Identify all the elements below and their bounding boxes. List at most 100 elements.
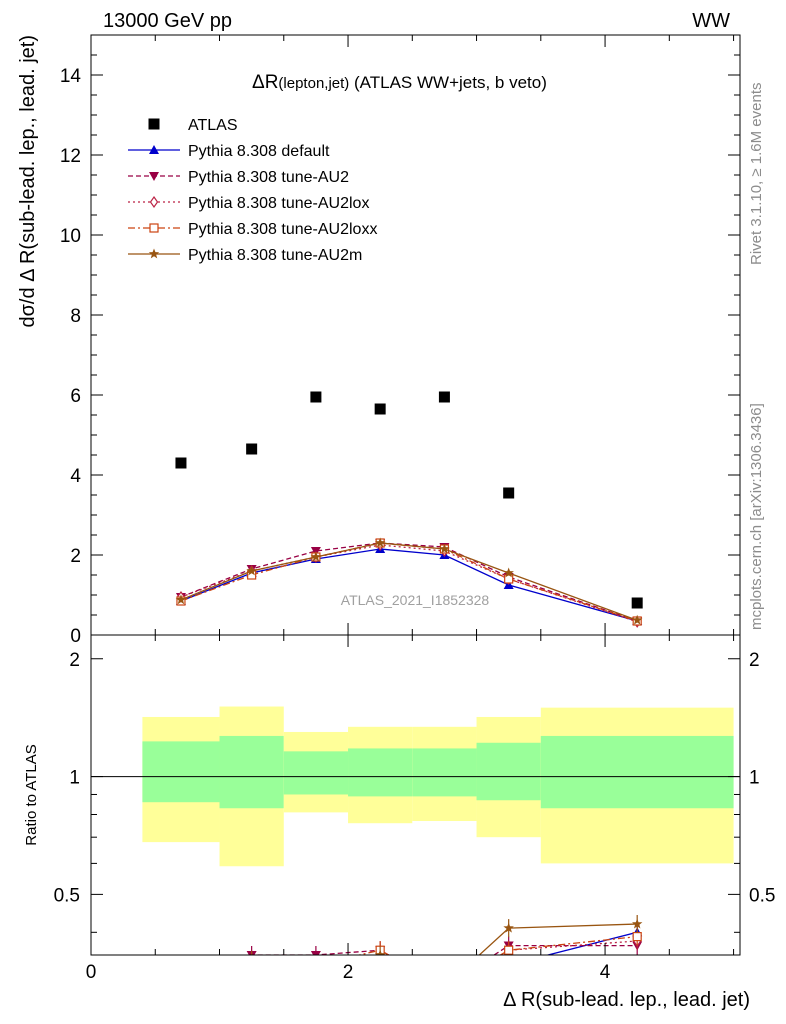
y-tick-label: 8 [70, 306, 81, 327]
ratio-point [380, 954, 381, 955]
header-left: 13000 GeV pp [103, 10, 232, 32]
legend-marker [149, 145, 159, 154]
ratio-point [440, 983, 448, 991]
ratio-point [441, 988, 448, 998]
series-point [632, 614, 643, 625]
ratio-band-inner [142, 741, 220, 803]
legend: ATLAS Pythia 8.308 default Pythia 8.308 tu… [128, 117, 377, 264]
ratio-point [247, 960, 257, 969]
legend-marker [148, 118, 160, 130]
ratio-bands [91, 706, 740, 867]
ratio-band-inner [348, 748, 413, 797]
main-series [175, 391, 643, 628]
ratio-band-inner [283, 751, 349, 795]
legend-label: ATLAS [188, 117, 238, 134]
data-point [175, 457, 187, 469]
ratio-tick-label-right: 2 [749, 650, 760, 671]
legend-label: Pythia 8.308 tune-AU2lox [188, 195, 369, 212]
ratio-band-inner [412, 748, 477, 797]
ratio-point [251, 954, 252, 955]
series-line [180, 542, 638, 622]
series-line [180, 544, 638, 623]
y-axis-label: dσ/d Δ R(sub-lead. lep., lead. jet) [17, 35, 39, 328]
plot-title-rest: (ATLAS WW+jets, b veto) [349, 73, 547, 92]
series-point [439, 543, 450, 554]
ratio-point [248, 966, 256, 974]
x-tick-label: 0 [86, 962, 97, 983]
mcplots-reference-text: mcplots.cern.ch [arXiv:1306.3436] [748, 403, 765, 630]
y-tick-label: 14 [60, 66, 82, 87]
analysis-watermark: ATLAS_2021_I1852328 [341, 592, 490, 608]
series-line [180, 548, 638, 622]
series-point [175, 594, 187, 605]
series-line [180, 542, 638, 621]
ratio-point [311, 965, 321, 974]
ratio-point [504, 945, 514, 955]
legend-marker [148, 248, 160, 259]
y-tick-label: 6 [70, 386, 81, 407]
plot-title-main: ΔR [252, 72, 278, 93]
ratio-point [439, 982, 449, 992]
legend-item: Pythia 8.308 tune-AU2loxx [128, 221, 377, 238]
ratio-axis-label: Ratio to ATLAS [23, 744, 40, 845]
legend-label: Pythia 8.308 tune-AU2loxx [188, 221, 377, 238]
data-point [503, 487, 515, 499]
ratio-band-inner [540, 735, 734, 809]
ratio-point [632, 918, 643, 929]
ratio-point [632, 932, 642, 942]
x-tick-label: 2 [343, 962, 354, 983]
ratio-point [503, 922, 514, 933]
legend-marker [149, 172, 159, 181]
ratio-point [374, 949, 386, 955]
series-line [180, 542, 638, 622]
data-point [374, 403, 386, 415]
header-right: WW [692, 10, 730, 32]
ratio-point [311, 960, 321, 970]
ratio-point [504, 960, 514, 969]
plot-title: ΔR(lepton,jet) (ATLAS WW+jets, b veto) [252, 72, 547, 93]
x-tick-label: 4 [600, 962, 611, 983]
legend-item: Pythia 8.308 tune-AU2 [128, 169, 349, 186]
ratio-series [246, 915, 643, 1003]
ratio-frame [90, 634, 741, 956]
legend-item: ATLAS [148, 117, 238, 134]
series-point [503, 567, 514, 578]
y-tick-label: 12 [60, 146, 81, 167]
legend-item: Pythia 8.308 tune-AU2lox [128, 195, 369, 212]
ratio-tick-label: 2 [69, 650, 80, 671]
ratio-band-inner [476, 742, 541, 801]
y-tick-label: 4 [70, 466, 81, 487]
series-point [310, 551, 322, 562]
legend-item: Pythia 8.308 tune-AU2m [128, 247, 362, 264]
legend-label: Pythia 8.308 tune-AU2m [188, 247, 362, 264]
y-tick-label: 0 [70, 626, 81, 647]
legend-label: Pythia 8.308 default [188, 143, 330, 160]
legend-marker [149, 195, 159, 209]
legend-label: Pythia 8.308 tune-AU2 [188, 169, 349, 186]
ratio-tick-label-right: 0.5 [749, 885, 775, 906]
data-point [246, 443, 258, 455]
ratio-point [312, 961, 320, 969]
ratio-line [250, 944, 638, 955]
ratio-tick-label-right: 1 [749, 768, 760, 789]
plot-title-sub: (lepton,jet) [278, 75, 349, 92]
rivet-version-text: Rivet 3.1.10, ≥ 1.6M events [748, 83, 765, 266]
ratio-tick-label: 1 [69, 768, 80, 789]
ratio-point [312, 960, 319, 970]
ratio-point [250, 953, 253, 955]
series-point [374, 537, 386, 548]
ratio-point [439, 994, 449, 1003]
ratio-tick-label: 0.5 [54, 885, 80, 906]
data-point [438, 391, 450, 403]
legend-item: Pythia 8.308 default [128, 143, 330, 160]
y-tick-label: 10 [60, 226, 81, 247]
ratio-point [310, 951, 321, 955]
data-point [631, 597, 643, 609]
ratio-point [439, 983, 449, 992]
ratio-band-inner [219, 735, 284, 809]
data-point [310, 391, 322, 403]
legend-marker [149, 223, 159, 233]
x-axis-label: Δ R(sub-lead. lep., lead. jet) [503, 989, 750, 1011]
